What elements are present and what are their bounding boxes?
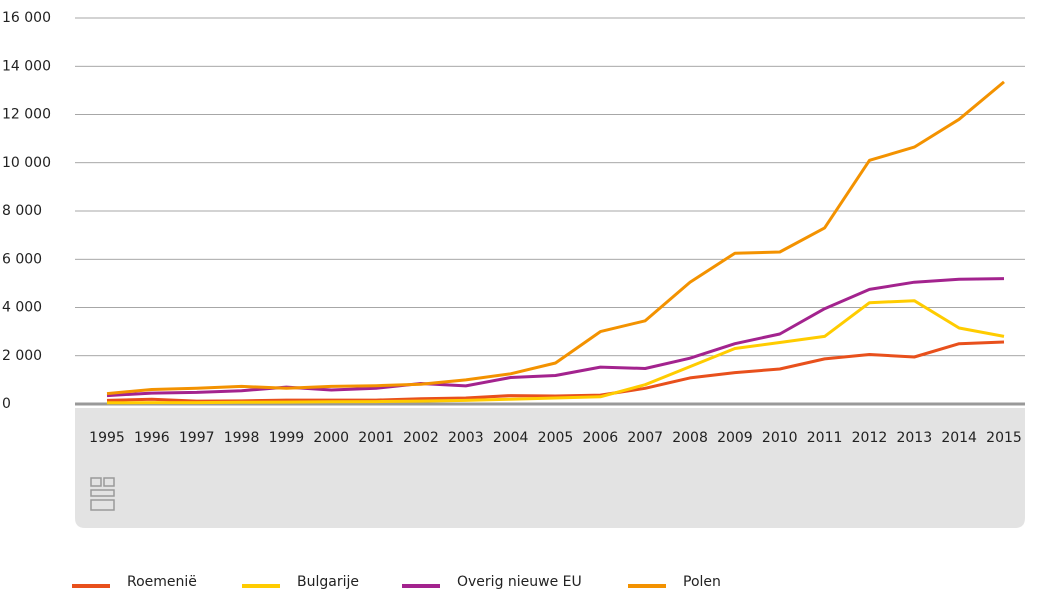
y-tick-label: 2 000 [2, 348, 42, 364]
y-tick-label: 6 000 [2, 251, 42, 267]
x-tick-label: 2003 [448, 430, 484, 446]
y-tick-label: 10 000 [2, 155, 51, 171]
line-series [106, 80, 1005, 396]
legend-label: Bulgarije [297, 574, 359, 590]
legend-label: Polen [683, 574, 721, 590]
legend-label: Roemenië [127, 574, 197, 590]
x-tick-label: 1995 [89, 430, 125, 446]
x-tick-label: 2009 [717, 430, 753, 446]
x-tick-label: 1998 [224, 430, 260, 446]
x-tick-label: 2002 [403, 430, 439, 446]
y-tick-label: 12 000 [2, 107, 51, 123]
x-tick-label: 2001 [358, 430, 394, 446]
x-tick-label: 1996 [134, 430, 170, 446]
line-series [106, 277, 1005, 398]
x-tick-label: 2013 [896, 430, 932, 446]
x-tick-label: 2015 [986, 430, 1022, 446]
y-tick-label: 16 000 [2, 10, 51, 26]
y-tick-label: 0 [2, 396, 11, 412]
x-tick-label: 2008 [672, 430, 708, 446]
x-tick-label: 2007 [627, 430, 663, 446]
x-axis-panel [75, 408, 1025, 528]
x-tick-label: 2012 [852, 430, 888, 446]
x-tick-label: 2014 [941, 430, 977, 446]
x-tick-label: 2011 [807, 430, 843, 446]
y-tick-label: 4 000 [2, 300, 42, 316]
x-tick-label: 2004 [493, 430, 529, 446]
x-tick-label: 1999 [269, 430, 305, 446]
legend-label: Overig nieuwe EU [457, 574, 582, 590]
line-series [106, 340, 1005, 403]
x-tick-label: 2010 [762, 430, 798, 446]
y-tick-label: 8 000 [2, 203, 42, 219]
x-tick-label: 2000 [313, 430, 349, 446]
y-tick-label: 14 000 [2, 58, 51, 74]
x-tick-label: 2006 [583, 430, 619, 446]
line-series [106, 299, 1005, 405]
logo [90, 477, 115, 511]
x-tick-label: 1997 [179, 430, 215, 446]
x-tick-label: 2005 [538, 430, 574, 446]
